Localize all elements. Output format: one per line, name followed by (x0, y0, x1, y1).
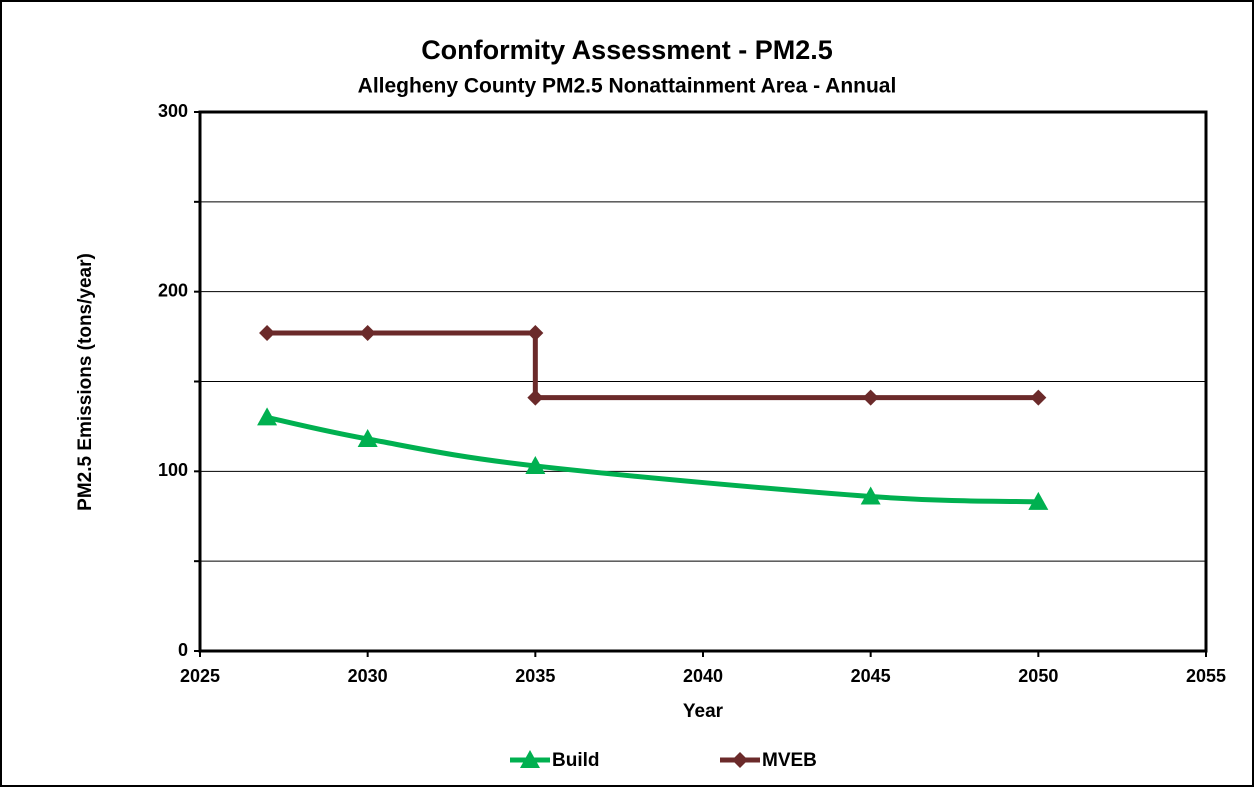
marker (257, 407, 278, 426)
legend-marker (520, 750, 540, 768)
legend-label: Build (552, 750, 600, 771)
series-line (266, 414, 1039, 505)
series-line (267, 330, 1039, 401)
x-tick-label: 2030 (348, 666, 388, 686)
chart-title: Conformity Assessment - PM2.5 (421, 35, 833, 65)
x-tick-label: 2035 (515, 666, 555, 686)
marker (1030, 389, 1047, 406)
plot-border (198, 110, 1208, 653)
x-tick-label: 2040 (683, 666, 723, 686)
y-tick-label: 100 (158, 460, 188, 480)
marker (860, 486, 881, 505)
x-tick-label: 2055 (1186, 666, 1226, 686)
marker (357, 428, 378, 447)
marker (527, 324, 544, 341)
y-tick-label: 300 (158, 101, 188, 121)
marker (1028, 491, 1049, 510)
legend-marker (732, 752, 748, 768)
marker (259, 324, 276, 341)
chart-subtitle: Allegheny County PM2.5 Nonattainment Are… (358, 75, 897, 98)
y-tick-label: 0 (178, 640, 188, 660)
marker (359, 324, 376, 341)
marker (525, 455, 546, 474)
x-tick-label: 2050 (1018, 666, 1058, 686)
y-tick-label: 200 (158, 280, 188, 300)
marker (527, 389, 544, 406)
x-tick-label: 2025 (180, 666, 220, 686)
x-axis-label: Year (683, 701, 724, 722)
y-axis-label: PM2.5 Emissions (tons/year) (75, 253, 96, 511)
x-tick-label: 2045 (851, 666, 891, 686)
marker (862, 389, 879, 406)
legend-label: MVEB (762, 750, 817, 771)
